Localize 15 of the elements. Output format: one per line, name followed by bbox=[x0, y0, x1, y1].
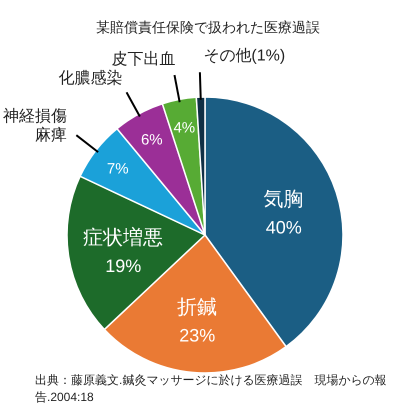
slice-label: 気胸 bbox=[264, 188, 304, 210]
data-label: 40% bbox=[266, 217, 302, 238]
slice-label: 折鍼 bbox=[177, 296, 218, 318]
slice-label: 症状増悪 bbox=[83, 226, 164, 249]
data-label: 6% bbox=[140, 131, 163, 148]
data-label: 23% bbox=[179, 325, 216, 346]
data-label: 7% bbox=[106, 160, 129, 178]
data-label: 19% bbox=[105, 256, 142, 276]
slice-label: 神経損傷麻痺 bbox=[3, 107, 68, 144]
data-label: 4% bbox=[173, 120, 196, 137]
chart-title: 某賠償責任保険で扱われた医療過誤 bbox=[96, 19, 320, 35]
slice-label: 化膿感染 bbox=[58, 68, 123, 87]
source-note: 出典：藤原義文.鍼灸マッサージに於ける医療過誤 現場からの報告.2004:18 bbox=[35, 372, 388, 406]
slice-label: 皮下出血 bbox=[111, 50, 176, 68]
slice-label: その他(1%) bbox=[203, 48, 286, 65]
